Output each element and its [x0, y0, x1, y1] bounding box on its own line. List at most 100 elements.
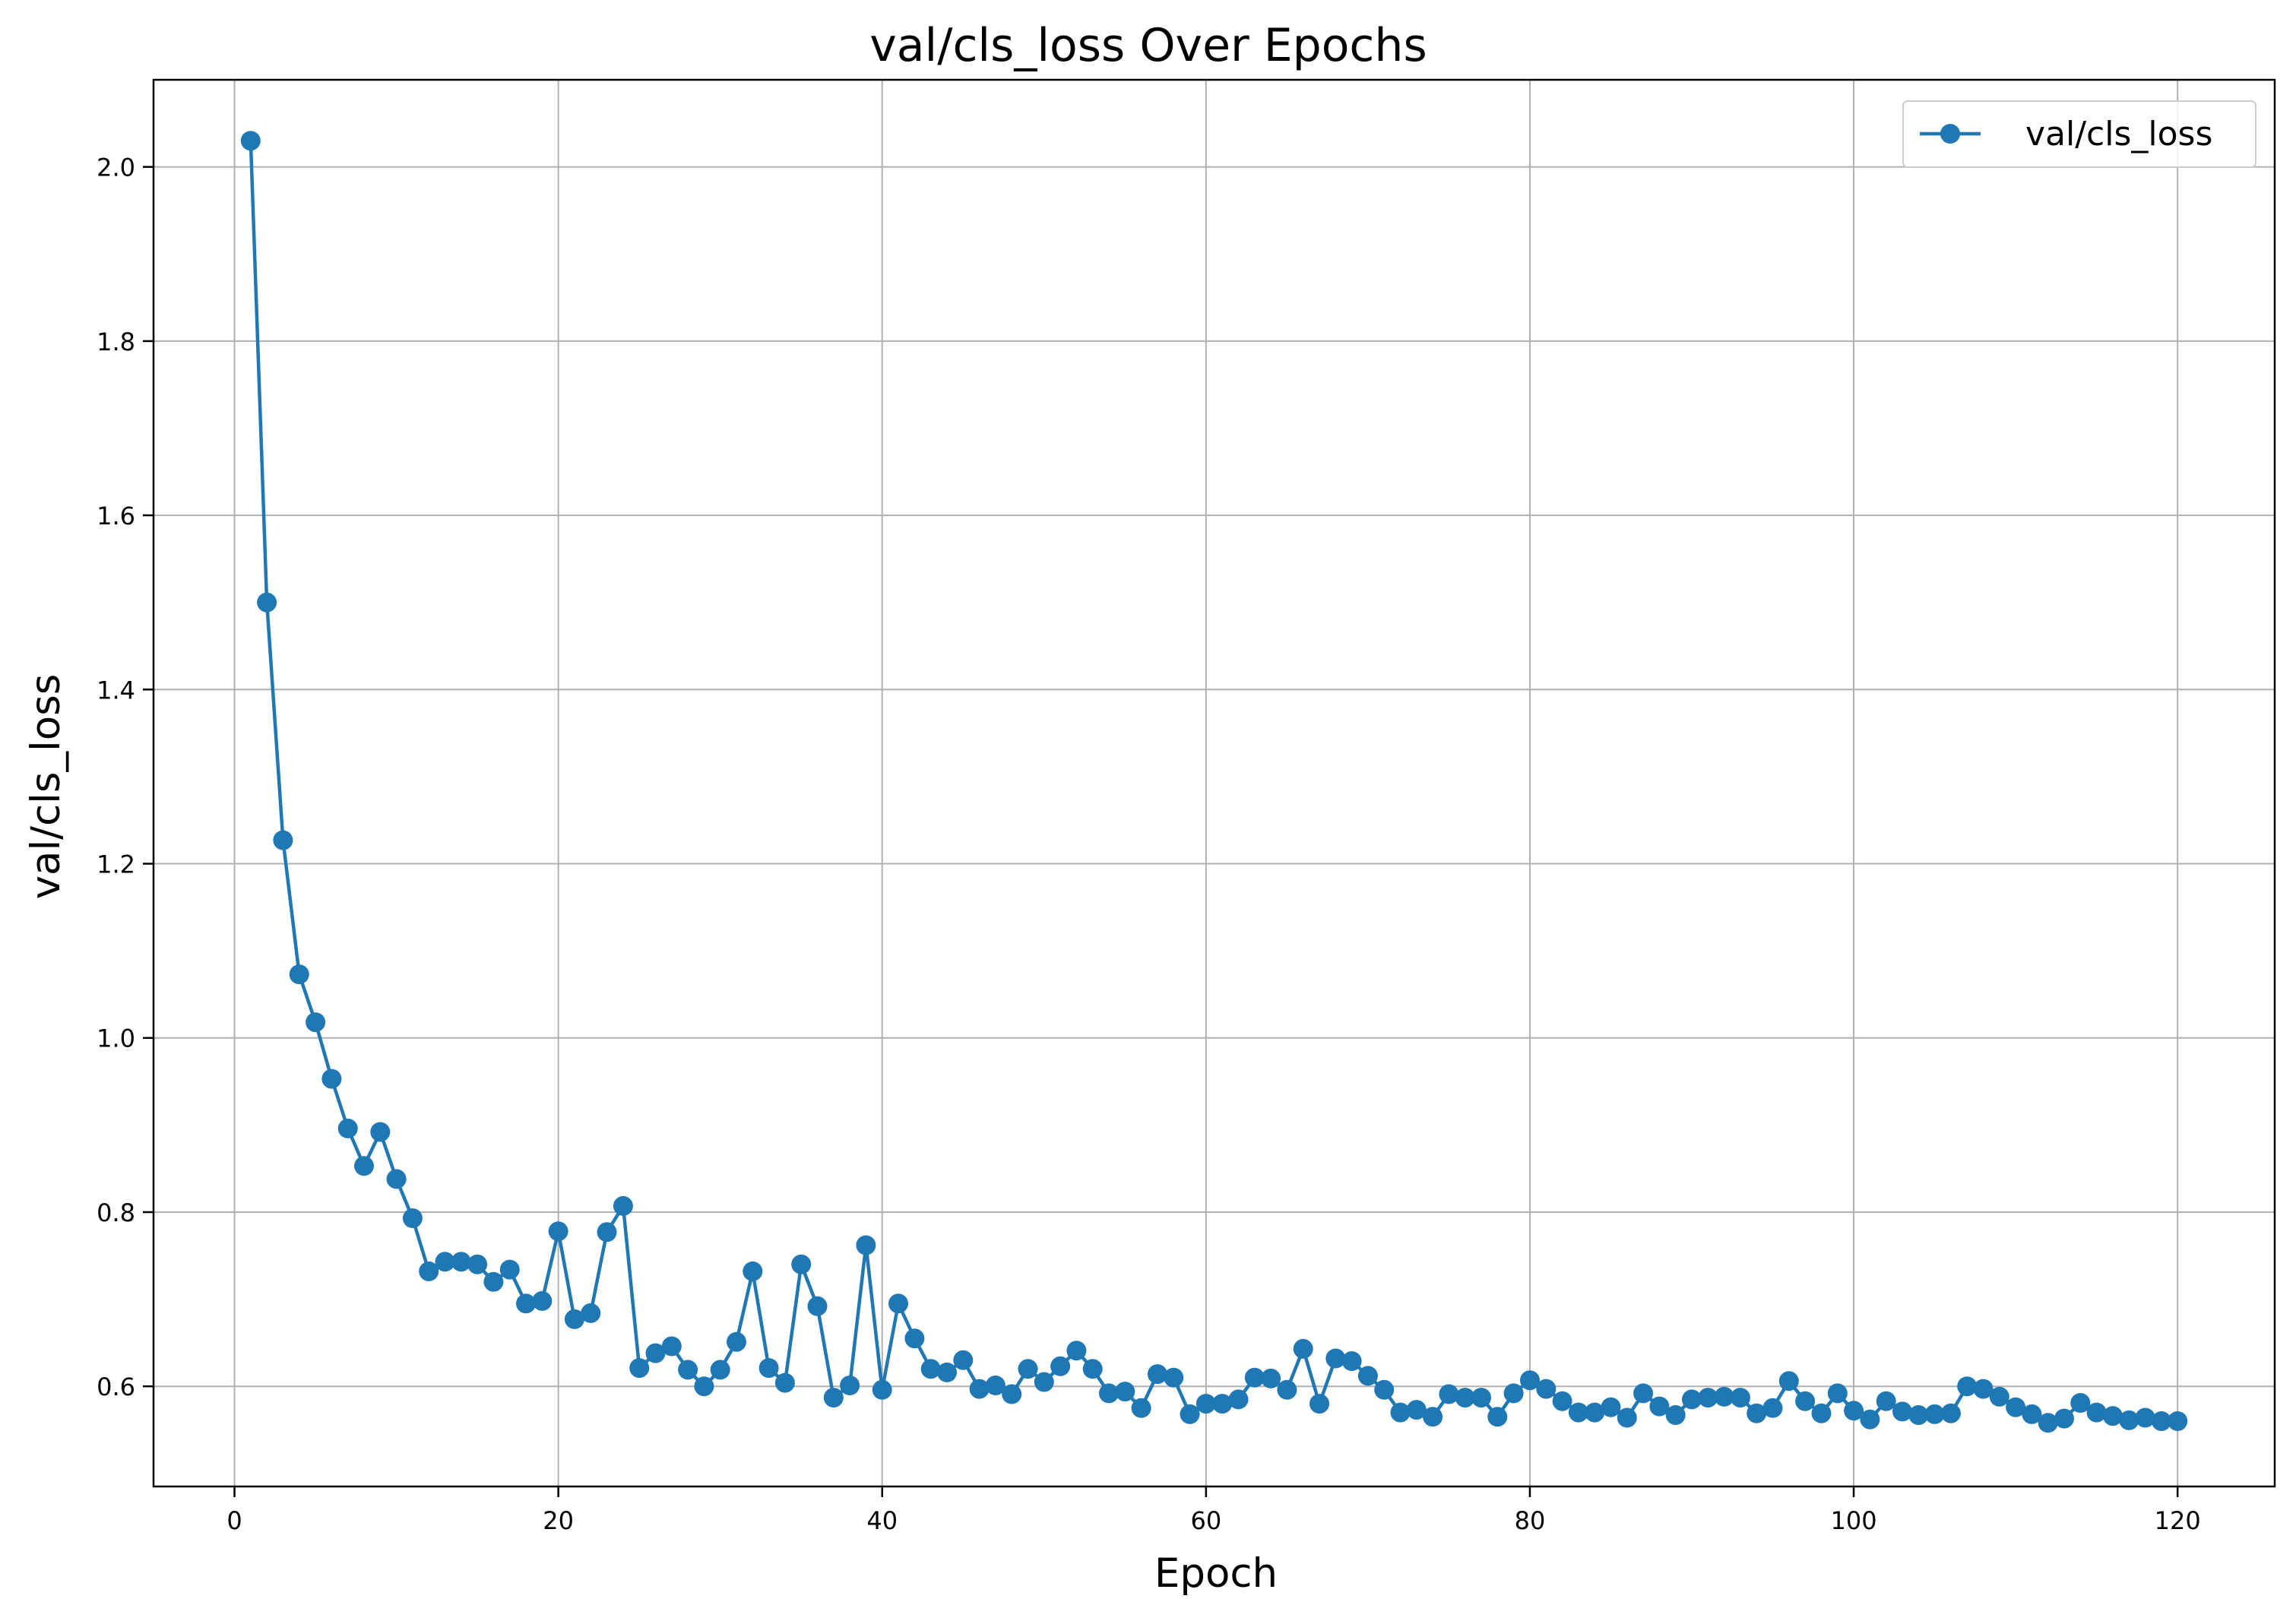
legend-box	[1902, 100, 2256, 168]
legend-marker-circle	[1940, 124, 1960, 144]
x-axis-ticks: 0 20 40 60 80 100 120	[226, 1486, 2201, 1535]
x-tick-label: 80	[1515, 1506, 1546, 1535]
y-tick-label: 1.6	[97, 502, 135, 530]
data-point	[240, 131, 261, 151]
data-point	[1310, 1394, 1329, 1414]
data-point	[257, 592, 277, 613]
data-point	[1374, 1379, 1395, 1400]
data-point	[273, 830, 293, 850]
data-point	[1471, 1388, 1491, 1408]
data-point	[1876, 1391, 1896, 1411]
data-point	[1212, 1394, 1233, 1414]
data-point	[2168, 1411, 2188, 1431]
data-point	[969, 1379, 990, 1399]
data-point	[516, 1293, 536, 1314]
data-point	[1730, 1388, 1750, 1408]
data-point	[774, 1372, 795, 1393]
y-axis-ticks: 0.6 0.8 1.0 1.2 1.4 1.6 1.8 2.0	[97, 154, 154, 1401]
data-point	[888, 1293, 908, 1314]
data-point	[289, 964, 309, 985]
data-point	[1455, 1388, 1475, 1408]
data-point	[1633, 1383, 1654, 1404]
data-point	[532, 1290, 553, 1311]
data-point	[564, 1309, 584, 1329]
data-point	[1989, 1386, 2009, 1407]
data-point	[581, 1303, 601, 1323]
data-point	[1050, 1356, 1071, 1376]
data-point	[1164, 1367, 1184, 1388]
y-tick-label: 0.6	[97, 1372, 135, 1401]
x-tick-label: 40	[866, 1506, 898, 1535]
data-point	[1034, 1372, 1054, 1392]
data-point	[321, 1069, 342, 1089]
data-point	[451, 1252, 471, 1272]
series-layer	[240, 131, 2188, 1433]
legend-label: val/cls_loss	[2025, 115, 2212, 154]
data-point	[1762, 1398, 1783, 1418]
data-point	[548, 1221, 568, 1242]
data-point	[2151, 1411, 2171, 1431]
data-point	[2070, 1393, 2091, 1413]
data-point	[1261, 1368, 1281, 1388]
grid	[154, 80, 2275, 1486]
data-point	[467, 1254, 488, 1274]
data-point	[1099, 1383, 1119, 1404]
data-point	[1860, 1409, 1880, 1429]
data-point	[370, 1122, 391, 1142]
data-point	[2119, 1410, 2139, 1430]
data-point	[1341, 1351, 1362, 1371]
data-point	[1196, 1394, 1216, 1414]
data-point	[613, 1195, 633, 1216]
data-point	[2038, 1413, 2058, 1433]
y-tick-label: 1.4	[97, 676, 135, 704]
chart-title: val/cls_loss Over Epochs	[869, 19, 1427, 72]
x-tick-label: 100	[1831, 1506, 1877, 1535]
data-point	[1390, 1402, 1411, 1423]
data-point	[856, 1235, 876, 1255]
data-point	[1293, 1338, 1313, 1359]
plot-frame	[152, 78, 2276, 1488]
data-point	[1277, 1379, 1297, 1400]
data-point	[1487, 1407, 1508, 1427]
y-tick-label: 1.2	[97, 850, 135, 879]
x-tick-label: 120	[2155, 1506, 2201, 1535]
data-point	[694, 1376, 714, 1397]
data-point	[1406, 1400, 1427, 1420]
data-point	[419, 1261, 439, 1281]
data-point	[1844, 1401, 1864, 1421]
data-point	[1244, 1367, 1265, 1388]
data-point	[920, 1359, 941, 1379]
data-point	[354, 1156, 374, 1176]
data-point	[2022, 1404, 2042, 1424]
x-axis-title: Epoch	[1154, 1550, 1278, 1597]
data-point	[791, 1254, 812, 1274]
data-point	[1747, 1403, 1767, 1423]
data-point	[597, 1222, 617, 1243]
y-tick-label: 1.0	[97, 1024, 135, 1053]
data-point	[743, 1261, 763, 1281]
data-point	[1924, 1404, 1945, 1424]
data-point	[1665, 1405, 1686, 1425]
data-point	[1892, 1401, 1912, 1422]
data-point	[2135, 1407, 2155, 1428]
legend: val/cls_loss	[1902, 100, 2256, 168]
data-point	[823, 1388, 844, 1408]
data-point	[1423, 1407, 1443, 1427]
data-point	[402, 1208, 423, 1228]
data-point	[499, 1259, 520, 1280]
data-point	[1827, 1383, 1848, 1404]
data-point	[1649, 1396, 1670, 1417]
x-tick-label: 60	[1190, 1506, 1221, 1535]
data-point	[2054, 1408, 2074, 1429]
data-point	[1180, 1404, 1200, 1424]
y-tick-label: 2.0	[97, 154, 135, 182]
y-tick-label: 1.8	[97, 328, 135, 356]
data-point	[1018, 1359, 1038, 1379]
data-point	[1585, 1402, 1605, 1423]
data-point	[727, 1331, 746, 1352]
data-point	[1439, 1384, 1459, 1404]
data-point	[2006, 1397, 2026, 1417]
data-point	[1357, 1366, 1378, 1386]
